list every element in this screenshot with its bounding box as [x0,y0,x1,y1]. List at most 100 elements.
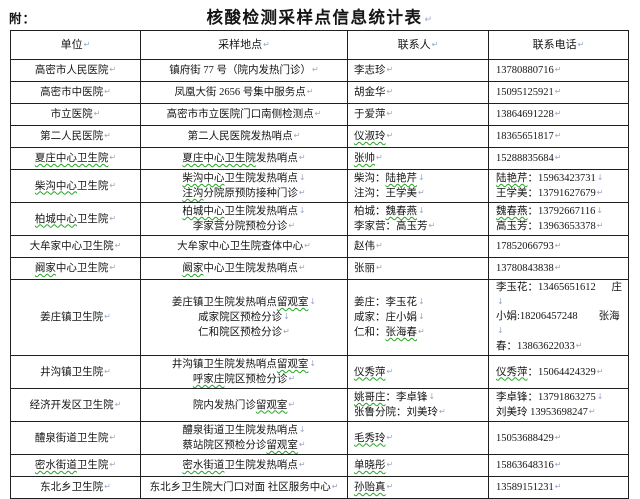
cell-line: 小娟:18206457248 张海 [496,310,626,339]
text-run: ：15963423731 [527,173,596,184]
cell-phone: 魏春燕：13792667116 高玉芳：13963653378 [488,202,629,236]
cell-unit: 大牟家中心卫生院 [10,235,141,258]
spellcheck-text: 留观室 [255,399,288,411]
cell-unit: 高密市人民医院 [10,59,141,82]
cell-line: 密水街道卫生院发热哨点 [143,458,345,473]
text-run: 柴沟： [354,173,386,184]
table-row: 姜庄镇卫生院姜庄镇卫生院发热哨点留观室咸家院区预检分诊仁和院区预检分诊姜庄：李玉… [10,279,629,356]
page-title-text: 核酸检测采样点信息统计表 [206,8,433,27]
text-run: 李卓锋：13791863275 [496,392,596,403]
cell-unit: 高密市中医院 [10,81,141,104]
cell-line: 仪秀萍 [354,365,486,380]
text-run: 第二人民医院 [40,131,104,142]
cell-line: 醴泉街道卫生院发热哨点 [143,423,345,438]
cell-contact: 柴沟：陆艳芹注沟：王学美 [347,169,489,203]
cell-line: 毛秀玲 [354,431,486,446]
text-run: 15863648316 [496,460,554,471]
cell-location: 密水街道卫生院发热哨点 [140,454,348,477]
spellcheck-text: 陆艳芹 [385,173,418,184]
cell-line: 高密市中医院 [13,85,138,100]
text-run: 卫生院 [76,213,109,225]
cell-line: 大牟家中心卫生院查体中心 [143,239,345,254]
text-run: 姜庄镇卫生院 [40,312,104,323]
spellcheck-text: 夏庄中心卫生院 [34,153,109,164]
cell-line: 单晓彤 [354,458,486,473]
text-run: 中心卫生院发热哨点 [203,263,298,274]
text-run: 醴泉街道卫生院发热哨点 [182,425,298,436]
cell-line: 院内发热门诊留观室 [143,398,345,413]
cell-location: 姜庄镇卫生院发热哨点留观室咸家院区预检分诊仁和院区预检分诊 [140,279,348,356]
spellcheck-text: 张海春 [385,327,418,338]
column-header: 联系电话 [488,30,629,60]
cell-line: 咸家：庄小娟 [354,310,486,325]
cell-line: 13780843838 [496,261,626,276]
text-run: 于爱萍 [354,109,386,120]
text-run: 井沟镇卫生院 [40,366,104,378]
table-row: 东北乡卫生院 东北乡卫生院大门口对面 社区服务中心 孙贻真 13589151231 [10,476,629,499]
cell-unit: 东北乡卫生院 [10,476,141,499]
cell-line: 赵伟 [354,239,486,254]
cell-line: 张丽 [354,261,486,276]
text-run: 姜庄：李玉花 [354,297,417,308]
cell-phone: 李卓锋：13791863275 刘美玲 13953698247 [488,388,629,422]
text-run: 第二人民医院发热哨点 [187,131,293,142]
spellcheck-text: 柏城中心 [182,206,225,217]
cell-contact: 仪淑玲 [347,125,489,148]
spellcheck-text: 陆艳芹 [496,173,528,184]
cell-line: 17852066793 [496,239,626,254]
table-row: 经济开发区卫生院院内发热门诊留观室姚哥庄：李卓锋张鲁分院：刘美玲李卓锋：1379… [10,388,629,422]
cell-line: 高密市市立医院门口南侧检测点 [143,107,345,122]
spellcheck-text: 柴沟中心 [34,180,77,192]
text-run: ：15064424329 [527,366,596,378]
cell-contact: 柏城：魏春燕李家营：高玉芳 [347,202,489,236]
cell-line: 高玉芳：13963653378 [496,219,626,234]
spellcheck-text: 留观室 [276,297,309,308]
cell-phone: 18365651817 [488,125,629,148]
spellcheck-text: 密水街道 [182,460,225,471]
text-run: 井沟镇卫生院发热哨点 [171,359,277,370]
text-run: 李家营：高玉芳 [354,221,428,232]
cell-line: 李卓锋：13791863275 [496,390,626,405]
cell-line: 柴沟中心卫生院发热哨点 [143,171,345,186]
table-row: 高密市中医院 凤凰大街 2656 号集中服务点 胡金华 15095125921 [10,81,629,104]
cell-line: 仁和：张海春 [354,325,486,340]
table-row: 阚家中心卫生院阚家中心卫生院发热哨点张丽13780843838 [10,257,629,280]
cell-line: 注沟：王学美 [354,186,486,201]
cell-line: 高密市人民医院 [13,63,138,78]
cell-line: 井沟镇卫生院发热哨点留观室 [143,357,345,372]
cell-line: 陆艳芹：15963423731 [496,171,626,186]
spellcheck-text: 仪淑玲 [354,131,386,142]
cell-line: 凤凰大街 2656 号集中服务点 [143,85,345,100]
cell-unit: 醴泉街道卫生院 [10,421,141,455]
text-run: 张鲁分院：刘美玲 [354,407,438,418]
cell-location: 第二人民医院发热哨点 [140,125,348,148]
text-run: 咸家：庄小娟 [354,312,417,323]
table-row: 柏城中心卫生院柏城中心卫生院发热哨点李家营分院预检分诊柏城：魏春燕李家营：高玉芳… [10,202,629,236]
text-run: 13780843838 [496,263,554,274]
text-run: 柏城： [354,206,386,217]
cell-contact: 于爱萍 [347,103,489,126]
cell-contact: 张丽 [347,257,489,280]
cell-line: 夏庄中心卫生院 [13,151,138,166]
text-run: 咸家院区预检分诊 [198,312,283,323]
cell-location: 院内发热门诊留观室 [140,388,348,422]
text-run: 中心卫生院 [55,263,109,274]
text-run: 仁和院区预检分诊 [198,327,283,338]
cell-line: 仪淑玲 [354,129,486,144]
cell-line: 15095125921 [496,85,626,100]
cell-unit: 经济开发区卫生院 [10,388,141,422]
text-run: 李玉花：13465651612 庄 [496,282,622,293]
column-header: 采样地点 [140,30,348,60]
cell-line: 柴沟：陆艳芹 [354,171,486,186]
text-run: 院区预检分诊 [224,374,288,385]
spellcheck-text: 张帅 [354,153,375,164]
column-header-label: 采样地点 [218,39,270,51]
cell-contact: 毛秀玲 [347,421,489,455]
table-row: 密水街道卫生院密水街道卫生院发热哨点单晓彤15863648316 [10,454,629,477]
cell-phone: 13589151231 [488,476,629,499]
cell-location: 阚家中心卫生院发热哨点 [140,257,348,280]
cell-line: 蔡站院区预检分诊留观室 [143,438,345,453]
text-run: 高密市市立医院门口南侧检测点 [166,109,314,120]
cell-line: 柏城中心卫生院 [13,212,138,227]
column-header: 联系人 [347,30,489,60]
